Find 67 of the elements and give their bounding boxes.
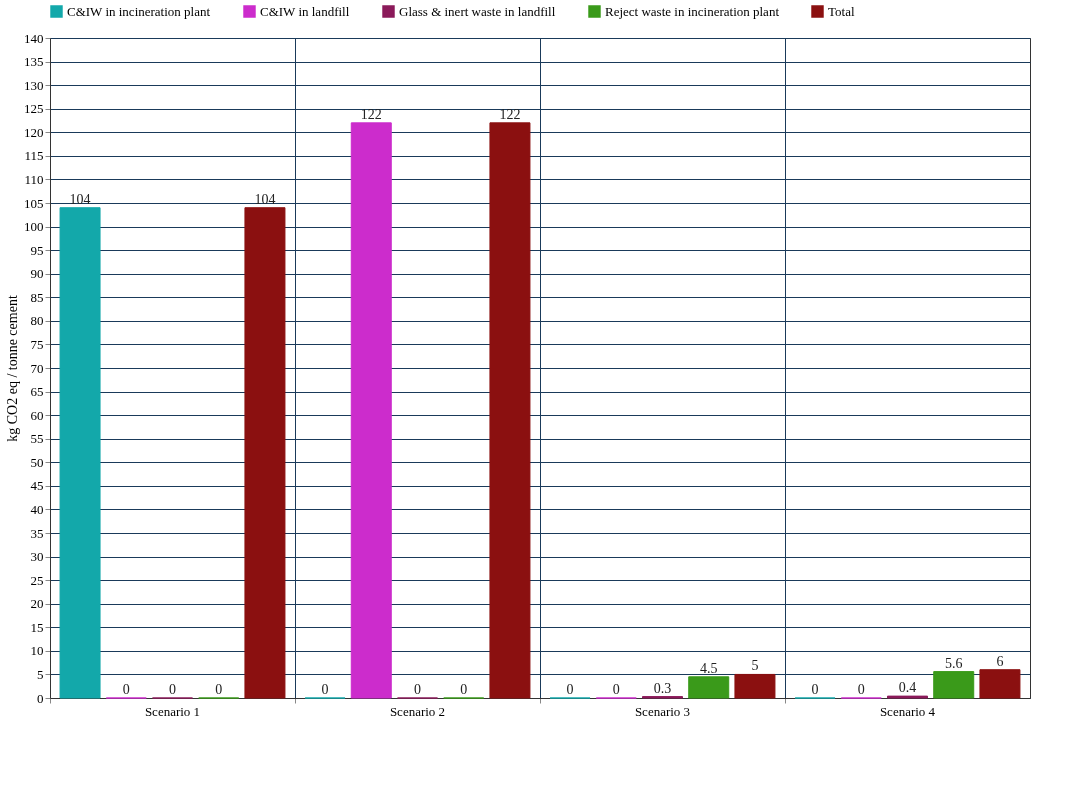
data-label: 0 [321, 682, 329, 697]
y-tick-label: 90 [30, 266, 44, 282]
y-tick-label: 30 [30, 549, 44, 565]
legend-label: C&IW in landfill [260, 3, 350, 19]
y-tick-label: 15 [30, 619, 44, 635]
y-tick-label: 95 [30, 242, 44, 258]
data-label: 0 [414, 682, 421, 697]
y-tick-label: 130 [24, 77, 44, 93]
y-tick-label: 60 [30, 407, 44, 423]
y-tick-label: 50 [30, 454, 44, 470]
legend-label: C&IW in incineration plant [67, 3, 211, 19]
y-tick-label: 80 [30, 313, 44, 329]
data-label: 0 [122, 682, 130, 697]
x-tick-label: Scenario 3 [634, 703, 691, 719]
y-tick-label: 35 [30, 525, 44, 541]
data-label: 5.6 [944, 655, 963, 671]
data-label: 0 [215, 682, 223, 697]
x-tick-label: Scenario 2 [389, 703, 446, 719]
bar [933, 671, 975, 699]
y-tick-label: 5 [37, 666, 44, 682]
data-label: 104 [69, 191, 91, 207]
y-tick-label: 75 [30, 336, 44, 352]
y-tick-label: 120 [24, 124, 44, 140]
y-tick-label: 55 [30, 431, 44, 447]
data-label: 0.4 [898, 680, 917, 696]
y-tick-label: 45 [30, 478, 44, 494]
y-tick-label: 70 [30, 360, 44, 376]
y-tick-label: 105 [24, 195, 44, 211]
data-label: 0 [612, 682, 620, 697]
y-axis-title: kg CO2 eq / tonne cement [5, 295, 20, 442]
bar [244, 207, 286, 699]
y-tick-label: 110 [24, 171, 44, 187]
x-tick-label: Scenario 1 [144, 703, 201, 719]
bar [489, 122, 531, 699]
bar [350, 122, 392, 699]
y-tick-label: 85 [30, 289, 44, 305]
y-tick-label: 25 [30, 572, 44, 588]
y-tick-label: 65 [30, 384, 44, 400]
y-tick-label: 115 [24, 148, 44, 164]
legend-label: Reject waste in incineration plant [605, 3, 780, 19]
data-label: 0 [169, 682, 176, 697]
y-tick-label: 125 [24, 101, 44, 117]
bar [979, 669, 1021, 699]
y-tick-label: 135 [24, 54, 44, 70]
bar [688, 676, 730, 699]
bar [59, 207, 101, 699]
data-label: 0 [857, 682, 865, 697]
y-tick-label: 140 [24, 30, 44, 46]
data-label: 122 [360, 106, 382, 122]
data-label: 122 [499, 106, 521, 122]
data-label: 0 [460, 682, 468, 697]
y-tick-label: 40 [30, 501, 44, 517]
y-tick-label: 10 [30, 643, 44, 659]
data-label: 6 [996, 653, 1004, 669]
data-label: 5 [751, 658, 759, 674]
data-label: 104 [254, 191, 276, 207]
x-tick-label: Scenario 4 [879, 703, 936, 719]
data-label: 0 [811, 682, 819, 697]
legend-label: Total [828, 3, 855, 19]
y-tick-label: 20 [30, 596, 44, 612]
data-label: 4.5 [699, 660, 718, 676]
legend-label: Glass & inert waste in landfill [399, 3, 556, 19]
data-label: 0.3 [653, 680, 672, 696]
data-label: 0 [566, 682, 574, 697]
bar [734, 673, 776, 699]
y-tick-label: 100 [24, 219, 44, 235]
y-tick-label: 0 [37, 690, 44, 706]
